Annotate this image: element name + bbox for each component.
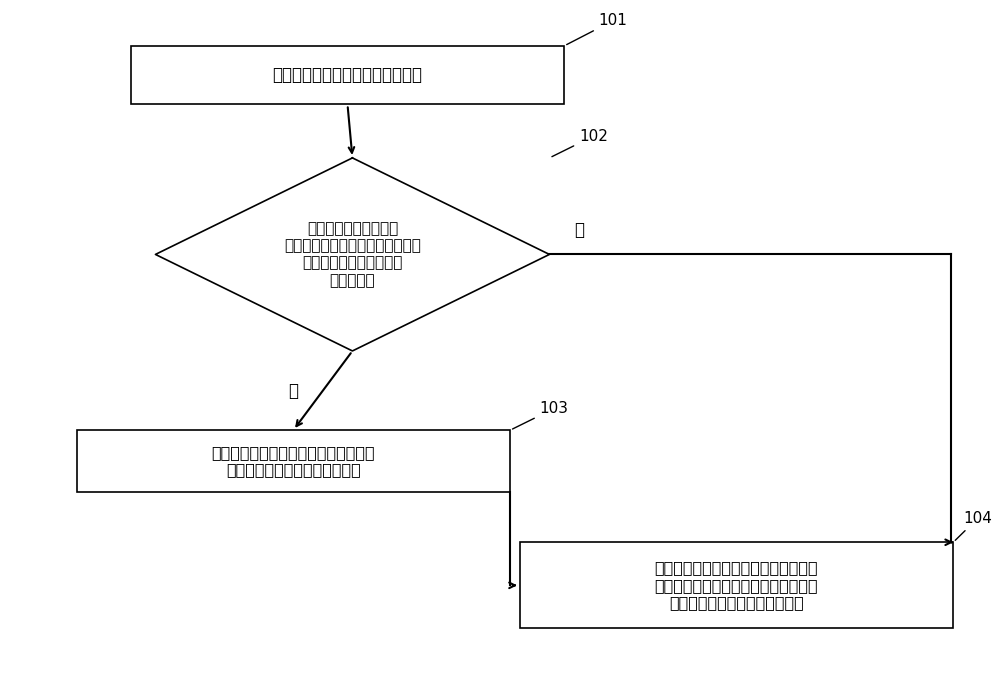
Text: 根据当前湿度值调整空调的运行模式，
直至当前湿度值在湿度范围之内: 根据当前湿度值调整空调的运行模式， 直至当前湿度值在湿度范围之内 <box>212 445 375 477</box>
Text: 104: 104 <box>955 511 992 540</box>
Text: 是: 是 <box>288 382 298 400</box>
Polygon shape <box>155 158 549 351</box>
FancyBboxPatch shape <box>77 430 510 492</box>
Text: 否: 否 <box>574 221 584 239</box>
Text: 根据当前温湿度值中的当前温度值调整
空调的运行模式，直至获取的当前温湿
度值与当前目标温湿度范围匹配: 根据当前温湿度值中的当前温度值调整 空调的运行模式，直至获取的当前温湿 度值与当… <box>655 560 818 610</box>
Text: 101: 101 <box>567 13 628 44</box>
Text: 获取空调作用区域的当前温湿度值: 获取空调作用区域的当前温湿度值 <box>273 66 423 84</box>
Text: 判断当前温湿度值中的
当前湿度值是否大于当前目标温湿
度范围中湿度范围的湿度
上限制值？: 判断当前温湿度值中的 当前湿度值是否大于当前目标温湿 度范围中湿度范围的湿度 上… <box>284 221 421 288</box>
Text: 102: 102 <box>552 129 608 156</box>
Text: 103: 103 <box>513 401 569 429</box>
FancyBboxPatch shape <box>131 46 564 104</box>
FancyBboxPatch shape <box>520 542 953 628</box>
